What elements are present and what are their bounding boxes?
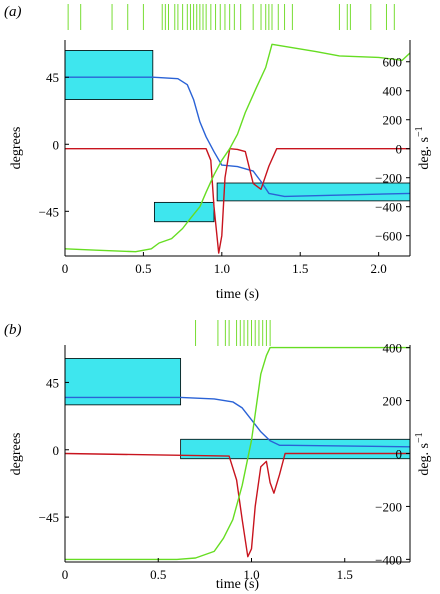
x-tick-label: 0 xyxy=(62,261,69,276)
y-right-tick-label: −400 xyxy=(375,552,402,567)
series-velocity-line xyxy=(64,452,410,558)
y-left-axis-label: degrees xyxy=(9,127,24,170)
y-left-axis-label: degrees xyxy=(9,433,24,476)
y-right-axis-label-text: deg. s xyxy=(417,443,432,476)
y-right-tick-label: −200 xyxy=(375,499,402,514)
panel-a: (a) 0 0.5 1.0 1.5 2.0 45 0 −45 600 400 200 0 −200 −400… xyxy=(4,4,432,302)
y-right-tick-label: 400 xyxy=(383,84,403,99)
x-tick-label: 0 xyxy=(62,567,69,582)
target-box xyxy=(64,50,154,100)
spike-raster xyxy=(67,4,395,30)
y-right-tick-label: −600 xyxy=(375,229,402,244)
series-green-line xyxy=(65,346,410,561)
y-left-tick-label: 0 xyxy=(53,137,60,152)
panel-label: (b) xyxy=(4,322,22,338)
x-tick-label: 1.5 xyxy=(292,261,308,276)
y-right-tick-label: −400 xyxy=(375,200,402,215)
y-right-tick-label: 0 xyxy=(396,142,403,157)
y-right-axis-label-text: deg. s xyxy=(417,137,432,170)
y-right-tick-label: 200 xyxy=(383,113,403,128)
target-box xyxy=(153,201,215,223)
series-green-line xyxy=(64,43,411,253)
y-left-tick-label: 45 xyxy=(46,375,59,390)
x-tick-label: 1.0 xyxy=(243,567,259,582)
y-right-axis-label: deg. s−1 xyxy=(414,126,432,169)
x-tick-label: 0.5 xyxy=(150,567,166,582)
panel-b: (b) 0 0.5 1.0 1.5 45 0 −45 400 200 0 −200 −400 time (… xyxy=(4,320,432,592)
x-tick-label: 1.0 xyxy=(214,261,230,276)
y-right-tick-label: 0 xyxy=(396,447,403,462)
y-right-tick-label: 400 xyxy=(383,341,403,356)
y-right-axis-label-exponent: −1 xyxy=(414,126,425,137)
series-angle-line xyxy=(65,396,411,448)
spike-raster xyxy=(195,320,271,346)
series-angle-line xyxy=(65,76,411,198)
x-tick-label: 1.5 xyxy=(337,567,353,582)
panel-label: (a) xyxy=(4,4,22,20)
x-tick-label: 2.0 xyxy=(371,261,387,276)
y-right-tick-label: 600 xyxy=(383,55,403,70)
y-left-tick-label: 0 xyxy=(53,443,60,458)
y-right-axis-label-exponent: −1 xyxy=(414,432,425,443)
y-left-tick-label: −45 xyxy=(39,204,59,219)
y-right-axis-label: deg. s−1 xyxy=(414,432,432,475)
y-left-tick-label: −45 xyxy=(39,510,59,525)
x-axis-label: time (s) xyxy=(216,577,259,592)
x-tick-label: 0.5 xyxy=(135,261,151,276)
y-right-tick-label: −200 xyxy=(375,171,402,186)
y-left-tick-label: 45 xyxy=(46,70,59,85)
y-right-tick-label: 200 xyxy=(383,394,403,409)
x-axis-label: time (s) xyxy=(216,287,259,302)
